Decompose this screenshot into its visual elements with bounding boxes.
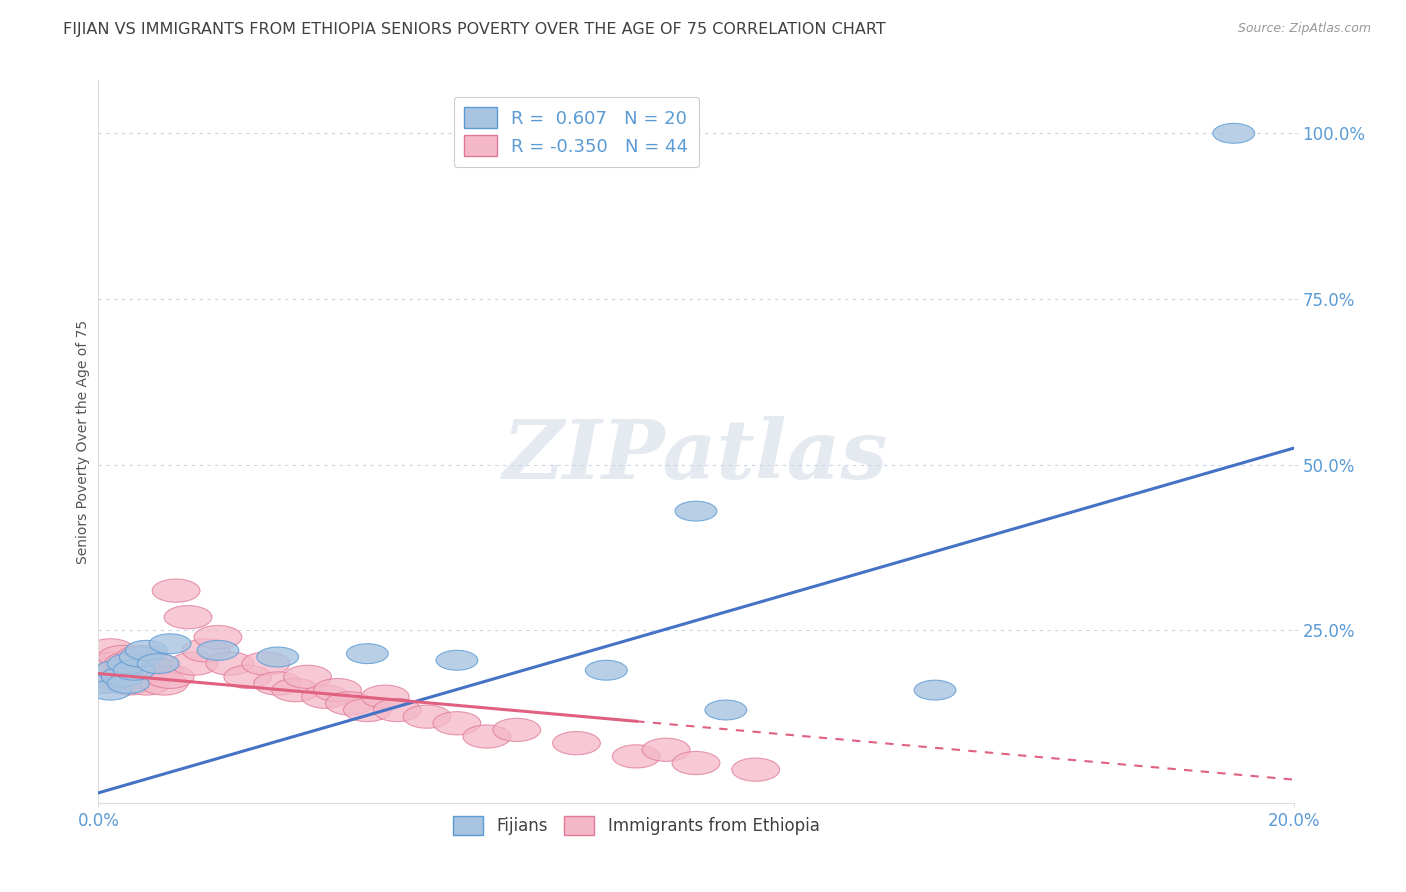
Ellipse shape <box>361 685 409 708</box>
Ellipse shape <box>107 654 149 673</box>
Ellipse shape <box>87 639 135 662</box>
Ellipse shape <box>117 646 165 669</box>
Ellipse shape <box>149 634 191 654</box>
Ellipse shape <box>613 745 661 768</box>
Ellipse shape <box>436 650 478 670</box>
Ellipse shape <box>135 658 183 681</box>
Ellipse shape <box>494 718 541 741</box>
Ellipse shape <box>125 640 167 660</box>
Ellipse shape <box>404 705 451 728</box>
Ellipse shape <box>326 692 374 715</box>
Ellipse shape <box>93 652 141 675</box>
Ellipse shape <box>374 698 422 722</box>
Text: ZIPatlas: ZIPatlas <box>503 416 889 496</box>
Ellipse shape <box>242 652 290 675</box>
Ellipse shape <box>117 665 165 689</box>
Ellipse shape <box>146 665 194 689</box>
Ellipse shape <box>87 658 135 681</box>
Ellipse shape <box>672 751 720 774</box>
Ellipse shape <box>80 652 128 675</box>
Ellipse shape <box>141 672 188 695</box>
Legend: Fijians, Immigrants from Ethiopia: Fijians, Immigrants from Ethiopia <box>446 809 827 841</box>
Ellipse shape <box>120 647 162 667</box>
Ellipse shape <box>733 758 780 781</box>
Ellipse shape <box>104 652 152 675</box>
Ellipse shape <box>585 660 627 681</box>
Ellipse shape <box>224 665 271 689</box>
Ellipse shape <box>98 658 146 681</box>
Ellipse shape <box>314 679 361 702</box>
Ellipse shape <box>152 579 200 602</box>
Ellipse shape <box>343 698 391 722</box>
Ellipse shape <box>1213 123 1254 144</box>
Ellipse shape <box>675 501 717 521</box>
Ellipse shape <box>111 658 159 681</box>
Ellipse shape <box>463 725 510 748</box>
Ellipse shape <box>704 700 747 720</box>
Ellipse shape <box>104 672 152 695</box>
Y-axis label: Seniors Poverty Over the Age of 75: Seniors Poverty Over the Age of 75 <box>76 319 90 564</box>
Text: FIJIAN VS IMMIGRANTS FROM ETHIOPIA SENIORS POVERTY OVER THE AGE OF 75 CORRELATIO: FIJIAN VS IMMIGRANTS FROM ETHIOPIA SENIO… <box>63 22 886 37</box>
Ellipse shape <box>80 665 128 689</box>
Ellipse shape <box>197 640 239 660</box>
Ellipse shape <box>90 681 131 700</box>
Ellipse shape <box>128 652 176 675</box>
Ellipse shape <box>122 672 170 695</box>
Ellipse shape <box>271 679 319 702</box>
Ellipse shape <box>553 731 600 755</box>
Ellipse shape <box>346 644 388 664</box>
Ellipse shape <box>257 647 298 667</box>
Ellipse shape <box>165 606 212 629</box>
Ellipse shape <box>114 660 155 681</box>
Ellipse shape <box>914 681 956 700</box>
Ellipse shape <box>643 739 690 762</box>
Ellipse shape <box>183 639 231 662</box>
Ellipse shape <box>302 685 350 708</box>
Ellipse shape <box>254 672 302 695</box>
Ellipse shape <box>93 665 141 689</box>
Text: Source: ZipAtlas.com: Source: ZipAtlas.com <box>1237 22 1371 36</box>
Ellipse shape <box>284 665 332 689</box>
Ellipse shape <box>96 660 138 681</box>
Ellipse shape <box>207 652 254 675</box>
Ellipse shape <box>98 646 146 669</box>
Ellipse shape <box>107 673 149 693</box>
Ellipse shape <box>433 712 481 735</box>
Ellipse shape <box>170 652 218 675</box>
Ellipse shape <box>83 673 125 693</box>
Ellipse shape <box>138 654 179 673</box>
Ellipse shape <box>101 667 143 687</box>
Ellipse shape <box>194 625 242 648</box>
